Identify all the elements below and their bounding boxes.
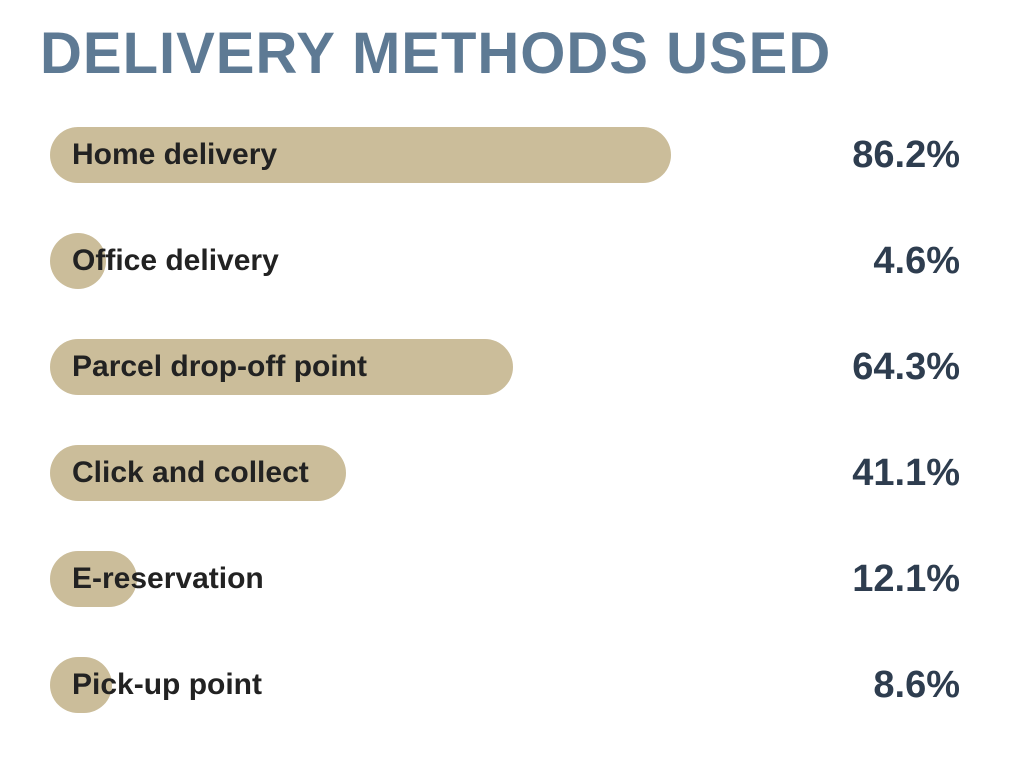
bar-track: Home delivery [50,127,770,183]
bar-label: E-reservation [72,562,264,596]
bar-row: E-reservation 12.1% [50,551,960,607]
value-label: 41.1% [800,452,960,495]
value-label: 4.6% [800,240,960,283]
bar-label: Click and collect [72,456,309,490]
bar-track: Pick-up point [50,657,770,713]
bar-track: Office delivery [50,233,770,289]
value-label: 64.3% [800,346,960,389]
bar-label: Parcel drop-off point [72,350,367,384]
bar-track: E-reservation [50,551,770,607]
bar-label: Office delivery [72,244,279,278]
bar-label: Pick-up point [72,668,262,702]
chart-title: DELIVERY METHODS USED [40,20,960,87]
bar-track: Parcel drop-off point [50,339,770,395]
bar-row: Parcel drop-off point 64.3% [50,339,960,395]
bar-row: Click and collect 41.1% [50,445,960,501]
value-label: 8.6% [800,664,960,707]
value-label: 12.1% [800,558,960,601]
bar-label: Home delivery [72,138,277,172]
bar-row: Pick-up point 8.6% [50,657,960,713]
bar-track: Click and collect [50,445,770,501]
bar-row: Home delivery 86.2% [50,127,960,183]
chart-rows: Home delivery 86.2% Office delivery 4.6%… [40,127,960,713]
bar-row: Office delivery 4.6% [50,233,960,289]
value-label: 86.2% [800,134,960,177]
